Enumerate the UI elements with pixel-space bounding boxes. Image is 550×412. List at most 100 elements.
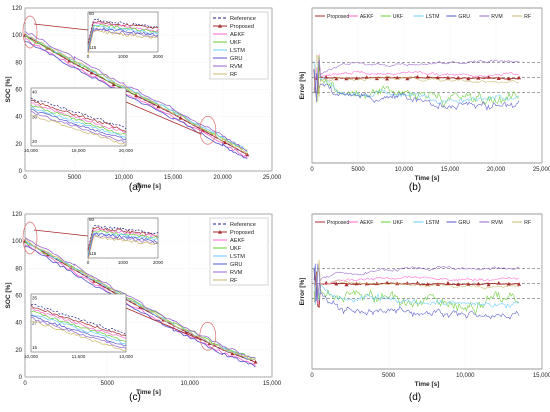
inset-y-tick: 80 <box>89 217 95 222</box>
inset-series-proposed <box>30 304 127 337</box>
x-tick-label: 15,000 <box>441 167 460 173</box>
legend-entry: RVM <box>230 270 243 276</box>
panel-label: (b) <box>409 182 421 193</box>
y-tick-label: 80 <box>15 60 22 66</box>
error-series-rvm <box>313 59 520 103</box>
legend-entry: AEKF <box>360 14 374 20</box>
zoom-arrow <box>125 101 202 135</box>
inset-y-tick: 27 <box>32 320 38 325</box>
inset-x-tick: 2000 <box>153 54 164 59</box>
inset-series-reference <box>30 304 127 336</box>
legend-box <box>313 10 541 21</box>
inset-y-tick: 30 <box>32 114 38 119</box>
proposed-marker <box>466 76 471 81</box>
legend-marker <box>218 24 222 28</box>
zoom-ellipse <box>199 115 217 145</box>
legend-entry: GRU <box>230 56 242 62</box>
inset-y-tick: 20 <box>32 139 38 144</box>
legend-entry: LSTM <box>230 254 245 260</box>
inset-series-lstm <box>87 232 159 256</box>
legend-entry: Proposed <box>230 24 254 30</box>
y-tick-label: 120 <box>12 6 23 12</box>
proposed-marker <box>385 76 390 81</box>
y-tick-label: 40 <box>15 321 22 327</box>
panel-label: (c) <box>129 392 141 403</box>
proposed-marker <box>223 140 228 145</box>
zoom-ellipse <box>22 15 38 49</box>
x-tick-label: 20,000 <box>213 175 232 181</box>
y-tick-label: 100 <box>12 239 23 245</box>
legend-entry: AEKF <box>230 238 245 244</box>
series-line-gru <box>24 246 256 368</box>
inset-series-aekf <box>31 308 127 339</box>
inset-series-reference <box>87 18 159 44</box>
proposed-marker <box>344 282 349 287</box>
legend-entry: UKF <box>393 14 403 20</box>
series-line-rf <box>24 238 256 361</box>
inset-y-tick: 80 <box>89 11 95 16</box>
plot-area-1 <box>311 7 543 164</box>
error-series-rf <box>313 54 520 97</box>
proposed-marker <box>476 76 481 80</box>
proposed-marker <box>395 75 400 80</box>
inset-x-tick: 1000 <box>118 54 129 59</box>
inset-x-tick: 10,000 <box>24 354 38 359</box>
legend-box <box>209 11 269 80</box>
inset-x-tick: 18,000 <box>71 148 85 153</box>
proposed-marker <box>334 281 339 286</box>
inset-y-tick: 35 <box>32 296 38 301</box>
legend-entry: Proposed <box>230 230 254 236</box>
inset-x-tick: 1000 <box>118 260 129 265</box>
panel-label: (a) <box>129 182 141 193</box>
legend-entry: RVM <box>491 14 502 20</box>
x-tick-label: 10,000 <box>395 167 414 173</box>
y-tick-label: 0 <box>19 169 23 175</box>
proposed-marker <box>466 282 471 286</box>
zoom-ellipse <box>22 221 38 255</box>
proposed-marker <box>496 76 501 80</box>
y-tick-label: 60 <box>15 88 22 94</box>
inset-series-rf <box>30 114 127 146</box>
y-tick-label: 20 <box>15 142 22 148</box>
series-line-gru <box>24 41 248 159</box>
y-tick-label: 40 <box>15 115 22 121</box>
proposed-marker <box>89 70 94 75</box>
proposed-marker <box>230 351 235 356</box>
proposed-marker <box>178 116 183 120</box>
proposed-marker <box>334 76 339 81</box>
x-tick-label: 10,000 <box>456 373 475 379</box>
proposed-marker <box>435 282 440 287</box>
legend-entry: LSTM <box>426 14 440 20</box>
error-series-aekf <box>313 53 520 94</box>
x-tick-label: 5000 <box>351 167 365 173</box>
inset-series-ukf <box>87 229 159 255</box>
inset-series-ukf <box>30 104 127 135</box>
y-tick-label: 60 <box>15 294 22 300</box>
x-tick-label: 10,000 <box>180 381 199 387</box>
y-axis-label: SOC [%] <box>5 77 12 103</box>
x-tick-label: 25,000 <box>533 167 550 173</box>
inset-x-tick: 13,000 <box>119 354 133 359</box>
x-tick-label: 0 <box>23 175 27 181</box>
proposed-marker <box>445 75 450 80</box>
legend-entry: RVM <box>230 64 243 70</box>
error-series-rvm <box>313 265 520 303</box>
proposed-marker <box>415 280 420 285</box>
zoom-ellipse <box>199 321 217 351</box>
inset-series-lstm <box>30 107 127 140</box>
inset-series-lstm <box>30 313 127 345</box>
proposed-marker <box>456 282 461 286</box>
y-axis-label: Error [%] <box>299 278 306 306</box>
zoom-arrow <box>33 23 89 31</box>
series-line-rf <box>24 33 248 155</box>
y-tick-label: 20 <box>15 348 22 354</box>
x-tick-label: 20,000 <box>487 167 506 173</box>
proposed-marker <box>354 76 359 81</box>
inset-series-rf <box>87 30 159 55</box>
legend-entry: Proposed <box>327 14 349 20</box>
proposed-marker <box>134 93 139 98</box>
x-tick-label: 0 <box>310 373 314 379</box>
zoom-arrow <box>125 307 202 341</box>
legend-entry: RF <box>230 278 238 284</box>
series-line-ukf <box>24 35 248 153</box>
